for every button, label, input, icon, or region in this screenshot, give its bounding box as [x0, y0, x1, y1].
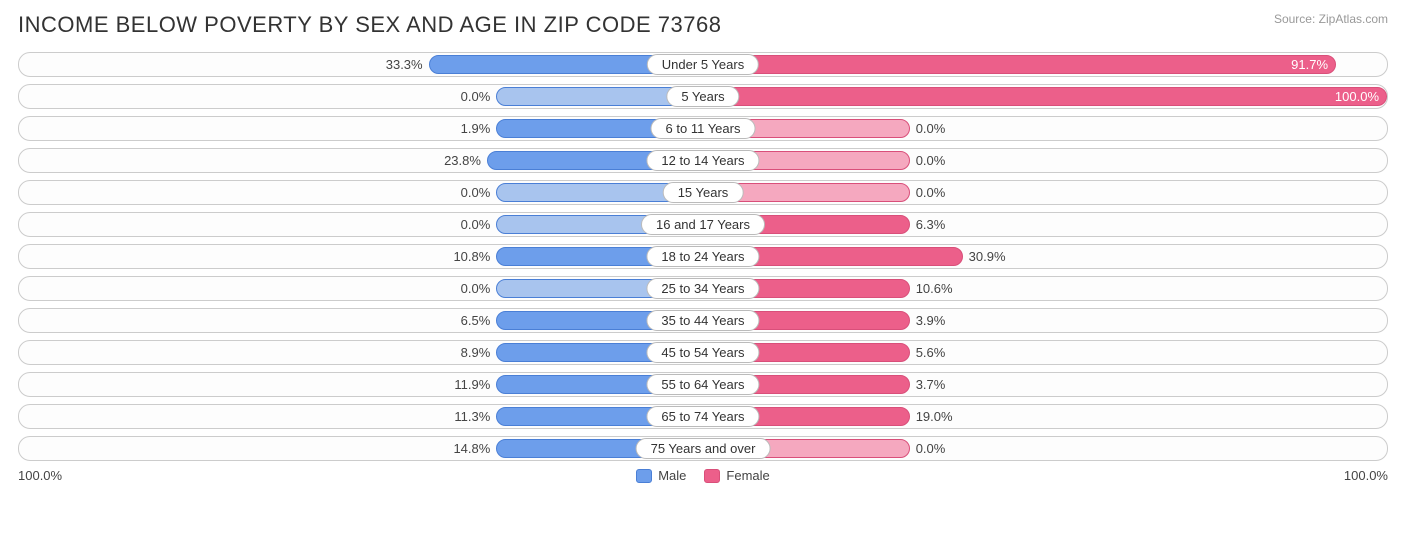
chart-row: 1.9% 0.0% 6 to 11 Years — [18, 116, 1388, 141]
chart-row: 6.5% 3.9% 35 to 44 Years — [18, 308, 1388, 333]
chart-header: INCOME BELOW POVERTY BY SEX AND AGE IN Z… — [18, 12, 1388, 38]
chart-row: 10.8% 30.9% 18 to 24 Years — [18, 244, 1388, 269]
chart-row: 0.0% 10.6% 25 to 34 Years — [18, 276, 1388, 301]
value-female: 0.0% — [916, 149, 946, 172]
category-label: 55 to 64 Years — [646, 374, 759, 395]
value-female: 0.0% — [916, 117, 946, 140]
butterfly-chart: 33.3% 91.7%Under 5 Years 0.0% 100.0%5 Years… — [18, 52, 1388, 461]
axis-right-label: 100.0% — [1344, 468, 1388, 483]
value-female: 5.6% — [916, 341, 946, 364]
legend-swatch-female — [704, 469, 720, 483]
axis-left-label: 100.0% — [18, 468, 62, 483]
chart-row: 33.3% 91.7%Under 5 Years — [18, 52, 1388, 77]
value-female: 19.0% — [916, 405, 953, 428]
value-female: 0.0% — [916, 437, 946, 460]
value-male: 1.9% — [461, 117, 491, 140]
value-male: 0.0% — [461, 277, 491, 300]
value-male: 0.0% — [461, 85, 491, 108]
value-female: 100.0% — [703, 85, 1387, 108]
category-label: Under 5 Years — [647, 54, 759, 75]
category-label: 15 Years — [663, 182, 744, 203]
category-label: 25 to 34 Years — [646, 278, 759, 299]
chart-row: 23.8% 0.0% 12 to 14 Years — [18, 148, 1388, 173]
value-female: 10.6% — [916, 277, 953, 300]
chart-row: 0.0% 100.0%5 Years — [18, 84, 1388, 109]
value-male: 14.8% — [453, 437, 490, 460]
value-female: 6.3% — [916, 213, 946, 236]
chart-row: 8.9% 5.6% 45 to 54 Years — [18, 340, 1388, 365]
chart-title: INCOME BELOW POVERTY BY SEX AND AGE IN Z… — [18, 12, 721, 38]
value-male: 6.5% — [461, 309, 491, 332]
category-label: 16 and 17 Years — [641, 214, 765, 235]
value-male: 10.8% — [453, 245, 490, 268]
chart-row: 11.3% 19.0% 65 to 74 Years — [18, 404, 1388, 429]
chart-row: 14.8% 0.0% 75 Years and over — [18, 436, 1388, 461]
chart-source: Source: ZipAtlas.com — [1274, 12, 1388, 26]
chart-footer: 100.0% Male Female 100.0% — [18, 468, 1388, 483]
legend-swatch-male — [636, 469, 652, 483]
value-male: 33.3% — [386, 53, 423, 76]
category-label: 18 to 24 Years — [646, 246, 759, 267]
legend-item-male: Male — [636, 468, 686, 483]
category-label: 65 to 74 Years — [646, 406, 759, 427]
value-female: 3.7% — [916, 373, 946, 396]
category-label: 45 to 54 Years — [646, 342, 759, 363]
legend-label-male: Male — [658, 468, 686, 483]
chart-row: 11.9% 3.7% 55 to 64 Years — [18, 372, 1388, 397]
value-female: 0.0% — [916, 181, 946, 204]
chart-row: 0.0% 0.0% 15 Years — [18, 180, 1388, 205]
category-label: 6 to 11 Years — [651, 118, 756, 139]
value-male: 23.8% — [444, 149, 481, 172]
legend-item-female: Female — [704, 468, 769, 483]
value-female: 91.7% — [703, 53, 1336, 76]
chart-row: 0.0% 6.3% 16 and 17 Years — [18, 212, 1388, 237]
value-female: 30.9% — [969, 245, 1006, 268]
value-male: 11.9% — [454, 373, 490, 396]
value-female: 3.9% — [916, 309, 946, 332]
value-male: 8.9% — [461, 341, 491, 364]
category-label: 75 Years and over — [636, 438, 771, 459]
category-label: 5 Years — [666, 86, 739, 107]
value-male: 0.0% — [461, 213, 491, 236]
value-male: 0.0% — [461, 181, 491, 204]
category-label: 12 to 14 Years — [646, 150, 759, 171]
legend-label-female: Female — [726, 468, 769, 483]
legend: Male Female — [636, 468, 770, 483]
value-male: 11.3% — [454, 405, 490, 428]
category-label: 35 to 44 Years — [646, 310, 759, 331]
